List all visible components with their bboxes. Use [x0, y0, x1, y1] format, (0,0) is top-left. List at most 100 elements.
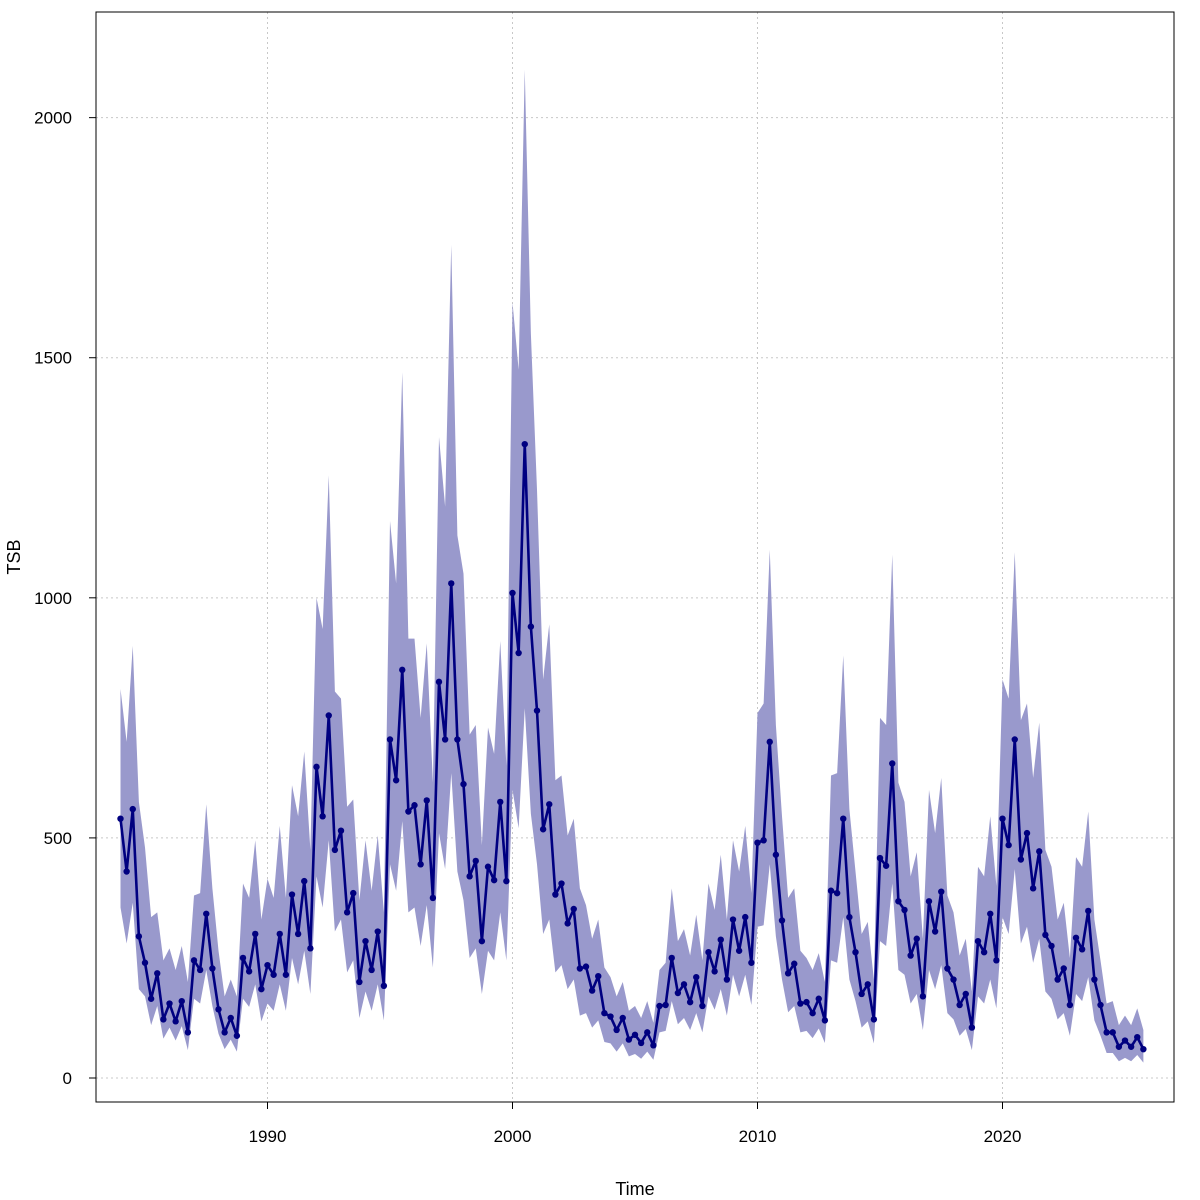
tsb-data-point [405, 808, 412, 815]
tsb-data-point [980, 948, 988, 956]
x-tick-label: 1990 [249, 1127, 287, 1146]
tsb-data-point [539, 826, 547, 833]
tsb-data-point [637, 1039, 645, 1047]
confidence-band-layer [120, 69, 1144, 1063]
tsb-data-point [772, 851, 780, 858]
tsb-data-point [735, 947, 743, 954]
y-tick-label: 500 [44, 829, 72, 848]
tsb-data-point [472, 857, 479, 865]
tsb-data-point [460, 780, 467, 788]
tsb-data-point [644, 1029, 651, 1036]
tsb-data-point [221, 1029, 228, 1036]
tsb-data-point [711, 968, 718, 975]
tsb-data-point [429, 894, 437, 902]
x-tick-label: 2010 [739, 1127, 777, 1146]
tsb-data-point [490, 876, 498, 884]
tsb-data-point [907, 952, 914, 959]
tsb-data-point [913, 935, 920, 942]
tsb-data-point [239, 954, 247, 962]
tsb-data-point [288, 891, 296, 898]
tsb-data-point [809, 1009, 816, 1017]
tsb-data-point [564, 920, 571, 927]
tsb-data-point [441, 736, 449, 743]
tsb-data-point [178, 997, 185, 1005]
tsb-data-point [662, 1001, 669, 1009]
tsb-data-point [1085, 907, 1092, 915]
tsb-data-point [1072, 934, 1080, 941]
tsb-data-point [815, 995, 822, 1002]
tsb-data-point [797, 1000, 804, 1007]
tsb-data-point [729, 916, 737, 923]
tsb-data-point [196, 966, 204, 974]
tsb-data-point [478, 937, 486, 945]
tsb-data-point [276, 930, 283, 938]
x-axis-label: Time [615, 1179, 654, 1199]
tsb-data-point [270, 971, 277, 978]
tsb-data-point [503, 877, 510, 885]
tsb-data-point [821, 1017, 829, 1024]
tsb-data-point [827, 887, 835, 894]
tsb-data-point [215, 1006, 222, 1013]
x-tick-label: 2020 [984, 1127, 1022, 1146]
plot-frame [95, 11, 1175, 1103]
tsb-data-point [362, 937, 369, 945]
tsb-data-point [742, 913, 749, 921]
tsb-data-point [264, 961, 271, 969]
tsb-data-point [582, 963, 590, 970]
tsb-data-point [1121, 1037, 1129, 1044]
tsb-data-point [552, 891, 559, 898]
tsb-data-point [123, 868, 130, 875]
tsb-data-point [631, 1031, 639, 1038]
tsb-data-point [399, 666, 406, 674]
tsb-data-point [717, 936, 724, 943]
tsb-data-point [417, 861, 424, 868]
tsb-data-point [129, 805, 136, 813]
tsb-data-point [1048, 942, 1055, 950]
tsb-data-point [374, 928, 381, 935]
tsb-data-point [791, 960, 798, 967]
tsb-data-point [1115, 1043, 1123, 1050]
tsb-data-point [190, 957, 198, 964]
series-line-layer [119, 442, 1145, 1050]
tsb-data-point [613, 1026, 620, 1034]
tsb-data-point [1029, 885, 1037, 892]
y-tick-label: 1000 [34, 589, 72, 608]
tsb-data-point [368, 966, 375, 974]
tsb-data-point [840, 815, 847, 822]
tsb-data-point [282, 971, 290, 978]
tsb-data-point [938, 888, 945, 895]
tsb-data-point [411, 802, 418, 809]
tsb-data-point [1109, 1029, 1116, 1036]
tsb-data-point [448, 580, 455, 587]
tsb-data-point [858, 990, 865, 998]
tsb-data-point [166, 1000, 173, 1007]
tsb-data-point [454, 736, 461, 743]
tsb-data-point [607, 1013, 614, 1020]
tsb-data-point [392, 777, 400, 784]
tsb-data-point [1127, 1043, 1135, 1050]
tsb-data-point [521, 440, 528, 448]
tsb-data-point [435, 678, 443, 686]
tsb-data-point [319, 813, 326, 820]
tsb-data-point [680, 981, 688, 988]
tsb-data-point [803, 998, 810, 1006]
tsb-data-point [882, 862, 890, 869]
tsb-data-point [846, 913, 853, 921]
x-tick-label: 2000 [494, 1127, 532, 1146]
tsb-data-point [1042, 931, 1049, 939]
confidence-band [120, 69, 1144, 1063]
tsb-data-point [956, 1001, 963, 1009]
tsb-data-point [656, 1002, 663, 1010]
tsb-data-point [919, 993, 927, 1000]
tsb-data-point [668, 954, 675, 962]
tsb-data-point [533, 707, 541, 714]
tsb-data-point [895, 898, 902, 905]
tsb-data-point [546, 801, 553, 808]
tsb-data-point [209, 965, 216, 972]
tsb-data-point [1060, 965, 1067, 972]
y-tick-label: 2000 [34, 109, 72, 128]
tsb-data-point [509, 589, 516, 597]
tsb-data-point [558, 880, 565, 887]
